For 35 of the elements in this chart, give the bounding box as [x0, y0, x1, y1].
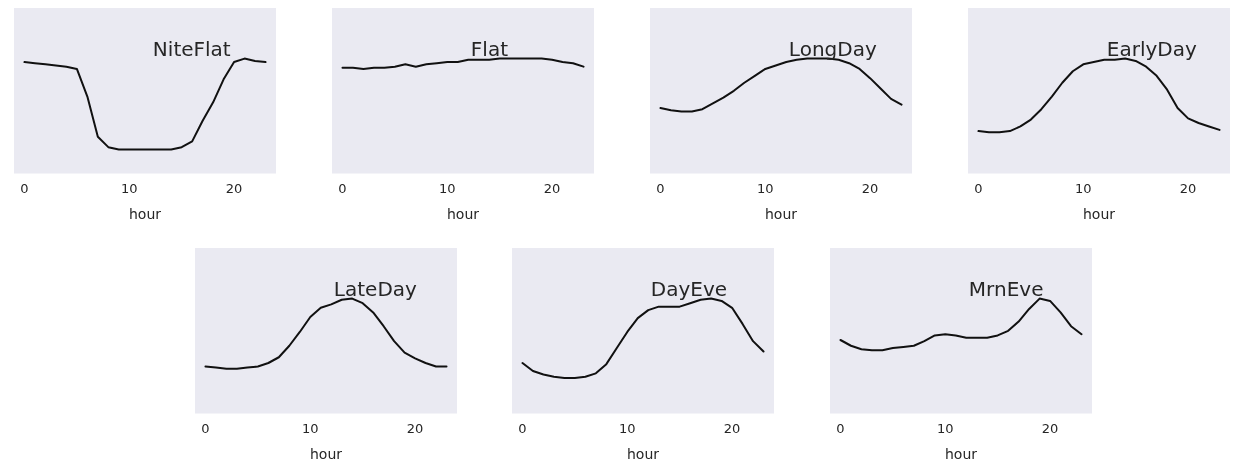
x-axis-title: hour — [1082, 206, 1116, 223]
x-axis-title: hour — [309, 446, 343, 463]
x-tick-label: 0 — [836, 420, 845, 436]
chart-title: LateDay — [333, 277, 418, 302]
x-tick-label: 20 — [406, 420, 424, 436]
x-tick-label: 20 — [543, 180, 561, 196]
x-tick-label: 0 — [338, 180, 347, 196]
x-tick-label: 20 — [1041, 420, 1059, 436]
chart-title: EarlyDay — [1106, 37, 1198, 62]
x-tick-label: 0 — [974, 180, 983, 196]
x-axis-title: hour — [626, 446, 660, 463]
chart-title: NiteFlat — [152, 37, 231, 62]
x-tick-label: 10 — [439, 180, 456, 196]
x-tick-label: 0 — [518, 420, 527, 436]
x-tick-label: 10 — [302, 420, 319, 436]
x-tick-label: 10 — [937, 420, 954, 436]
x-axis-title: hour — [944, 446, 978, 463]
x-tick-label: 20 — [861, 180, 879, 196]
x-tick-label: 20 — [1179, 180, 1197, 196]
x-axis-title: hour — [764, 206, 798, 223]
chart-title: Flat — [470, 37, 509, 62]
x-tick-label: 10 — [1075, 180, 1092, 196]
chart-title: MrnEve — [968, 277, 1044, 302]
chart-title: DayEve — [650, 277, 728, 302]
x-axis-title: hour — [446, 206, 480, 223]
x-tick-label: 0 — [20, 180, 29, 196]
x-axis-title: hour — [128, 206, 162, 223]
x-tick-label: 20 — [225, 180, 243, 196]
chart-title: LongDay — [788, 37, 877, 62]
x-tick-label: 10 — [757, 180, 774, 196]
x-tick-label: 0 — [656, 180, 665, 196]
x-tick-label: 0 — [201, 420, 210, 436]
x-tick-label: 20 — [723, 420, 741, 436]
x-tick-label: 10 — [121, 180, 138, 196]
x-tick-label: 10 — [619, 420, 636, 436]
